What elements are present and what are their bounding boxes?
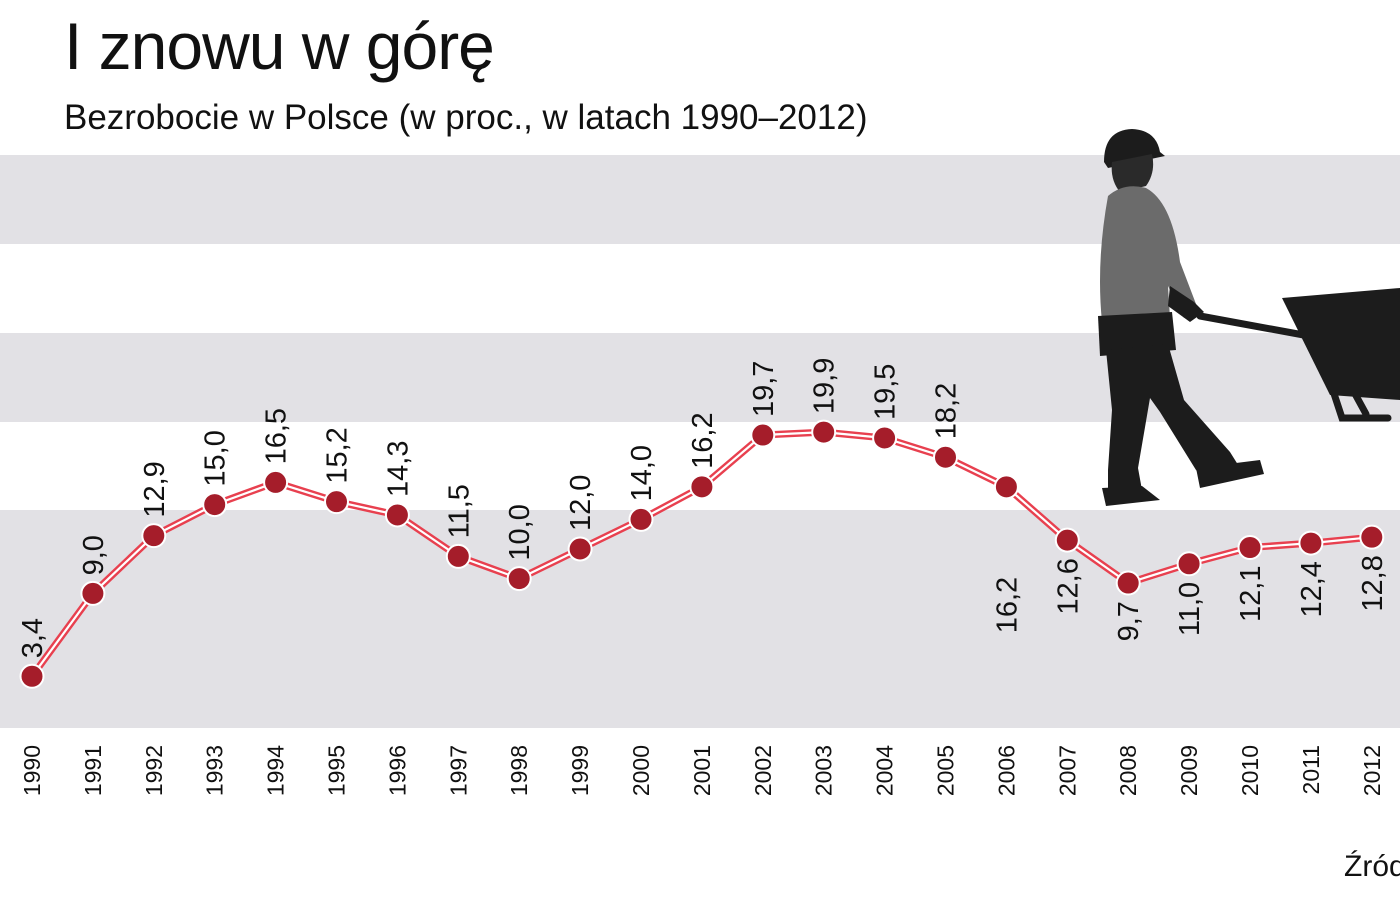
data-point-2006 xyxy=(993,474,1019,500)
value-label-2007: 12,6 xyxy=(1052,558,1084,614)
data-point-1993 xyxy=(202,492,228,518)
x-tick-label-2012: 2012 xyxy=(1359,745,1385,796)
x-tick-label-1994: 1994 xyxy=(263,745,289,796)
value-label-2009: 11,0 xyxy=(1174,582,1206,636)
value-label-2011: 12,4 xyxy=(1296,561,1328,617)
data-point-2001 xyxy=(689,474,715,500)
x-tick-label-1993: 1993 xyxy=(202,745,228,796)
x-tick-label-2000: 2000 xyxy=(628,745,654,796)
x-tick-label-1996: 1996 xyxy=(384,745,410,796)
data-point-2007 xyxy=(1054,527,1080,553)
data-point-1995 xyxy=(324,489,349,515)
source-label: Źród xyxy=(1344,850,1400,883)
chart-title: I znowu w górę xyxy=(64,9,495,83)
band-1 xyxy=(0,155,1400,244)
data-point-1998 xyxy=(506,566,532,592)
x-tick-label-2009: 2009 xyxy=(1176,745,1202,796)
value-label-2002: 19,7 xyxy=(748,361,780,417)
value-label-1996: 14,3 xyxy=(382,441,414,497)
data-point-2002 xyxy=(750,422,776,448)
data-point-2009 xyxy=(1176,551,1202,577)
value-label-2006: 16,2 xyxy=(991,577,1023,633)
value-label-1993: 15,0 xyxy=(200,430,232,486)
data-points xyxy=(19,419,1385,689)
value-label-2000: 14,0 xyxy=(626,445,658,501)
value-label-2004: 19,5 xyxy=(870,364,902,420)
value-label-2005: 18,2 xyxy=(931,383,963,439)
x-tick-label-2001: 2001 xyxy=(689,745,715,796)
x-tick-label-1999: 1999 xyxy=(567,745,593,796)
value-label-1992: 12,9 xyxy=(139,461,171,517)
value-label-2001: 16,2 xyxy=(687,412,719,468)
data-point-1996 xyxy=(384,502,410,528)
data-point-2011 xyxy=(1298,530,1324,556)
band-3 xyxy=(0,510,1400,728)
x-tick-label-1995: 1995 xyxy=(324,745,350,796)
data-point-2008 xyxy=(1115,570,1141,596)
data-point-1990 xyxy=(19,663,45,689)
x-tick-label-2007: 2007 xyxy=(1054,745,1080,796)
value-label-2008: 9,7 xyxy=(1113,601,1145,641)
x-tick-label-2006: 2006 xyxy=(993,745,1019,796)
value-label-1990: 3,4 xyxy=(17,618,49,658)
data-point-1994 xyxy=(263,469,289,495)
x-tick-label-1997: 1997 xyxy=(445,745,471,796)
x-tick-label-2005: 2005 xyxy=(933,745,959,796)
x-tick-label-1992: 1992 xyxy=(141,745,167,796)
value-label-2012: 12,8 xyxy=(1357,555,1389,611)
data-point-2005 xyxy=(933,444,958,470)
x-tick-label-2002: 2002 xyxy=(750,745,776,796)
data-point-1999 xyxy=(567,536,593,562)
data-point-2000 xyxy=(628,506,654,532)
x-tick-label-1990: 1990 xyxy=(19,745,45,796)
value-label-1998: 10,0 xyxy=(504,504,536,560)
x-tick-label-2003: 2003 xyxy=(811,745,837,796)
x-tick-label-2011: 2011 xyxy=(1298,745,1324,794)
data-point-2003 xyxy=(811,419,837,445)
value-label-2003: 19,9 xyxy=(809,358,841,414)
value-label-1997: 11,5 xyxy=(443,484,475,538)
value-labels: 3,4 9,0 12,9 15,0 16,5 15,2 14,3 11,5 10,0 12,0 14… xyxy=(17,358,1389,659)
x-tick-label-2010: 2010 xyxy=(1237,745,1263,796)
value-label-1994: 16,5 xyxy=(261,408,293,464)
x-tick-label-1991: 1991 xyxy=(80,745,106,796)
x-tick-label-2004: 2004 xyxy=(872,745,898,796)
value-label-1991: 9,0 xyxy=(78,535,110,575)
data-point-2004 xyxy=(872,425,898,451)
data-point-2010 xyxy=(1237,535,1263,561)
data-point-1991 xyxy=(80,580,106,606)
value-label-1999: 12,0 xyxy=(565,475,597,531)
data-point-2012 xyxy=(1359,524,1385,550)
chart-subtitle: Bezrobocie w Polsce (w proc., w latach 1… xyxy=(64,98,868,137)
x-tick-label-2008: 2008 xyxy=(1115,745,1141,796)
x-tick-label-1998: 1998 xyxy=(506,745,532,796)
data-point-1997 xyxy=(445,543,471,569)
value-label-2010: 12,1 xyxy=(1235,566,1267,622)
data-point-1992 xyxy=(141,523,167,549)
x-axis-tick-labels: 1990 1991 1992 1993 1994 1995 1996 1997 1998 1999… xyxy=(19,745,1385,796)
worker-with-wheelbarrow-icon xyxy=(1098,129,1400,506)
value-label-1995: 15,2 xyxy=(322,427,354,483)
